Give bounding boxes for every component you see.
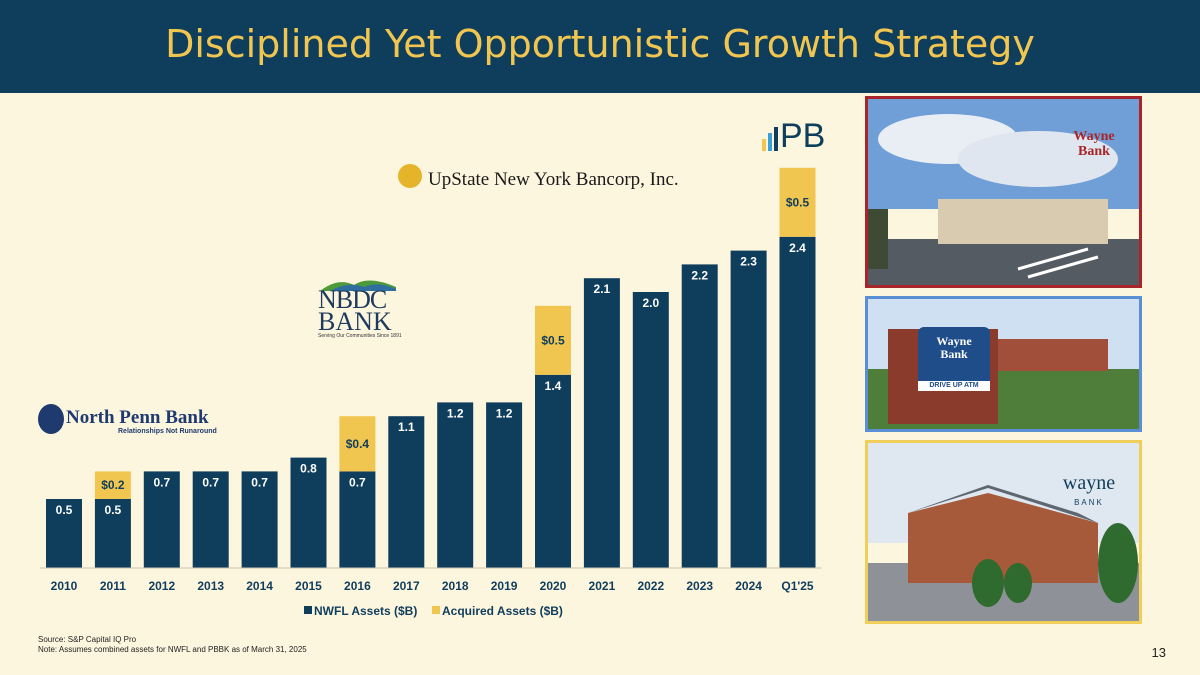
x-tick-label: 2015 [295, 579, 322, 593]
acquired-value-label: $0.5 [786, 195, 810, 209]
wayne-lower-sub: BANK [1074, 498, 1104, 507]
acquired-bar-2011 [94, 471, 131, 499]
branch-sign-scene [868, 299, 1139, 429]
acquired-bar-2020 [535, 305, 571, 375]
pb-bar-icon [768, 133, 772, 151]
nwfl-value-label: 1.2 [447, 406, 464, 420]
wayne-logo-gold: wayne BANK [1049, 473, 1129, 513]
nwfl-bar-2019 [486, 402, 523, 568]
source-note: Source: S&P Capital IQ Pro [38, 635, 137, 644]
pb-logo: PB [762, 119, 826, 153]
wayne-bank-logo: Wayne Bank [1059, 129, 1129, 159]
acquired-value-label: $0.5 [541, 333, 565, 347]
nbdc-tagline: Serving Our Communities Since 1891 [318, 333, 402, 339]
pb-bar-icon [774, 127, 778, 151]
nwfl-value-label: 0.7 [202, 475, 219, 489]
x-tick-label: Q1'25 [781, 579, 814, 593]
nwfl-value-label: 0.5 [105, 503, 122, 517]
sign-line2: Bank [940, 347, 968, 361]
page-number: 13 [1151, 645, 1166, 660]
nbdc-bank-logo: NBDC BANK Serving Our Communities Since … [318, 275, 402, 345]
acquired-bar-2016 [339, 416, 376, 472]
drive-up-atm-label: DRIVE UP ATM [918, 381, 990, 391]
nwfl-value-label: 1.1 [398, 420, 415, 434]
nwfl-bar-2021 [583, 278, 620, 568]
wayne-bank-branch-photo: wayne BANK [865, 440, 1142, 624]
x-tick-label: 2011 [100, 579, 126, 593]
legend-swatch [304, 606, 312, 614]
nwfl-bar-2010 [46, 499, 82, 568]
x-tick-label: 2012 [148, 579, 175, 593]
nwfl-value-label: 2.4 [789, 241, 806, 255]
legend-label: NWFL Assets ($B) [314, 604, 417, 618]
upstate-logo: UpState New York Bancorp, Inc. [398, 163, 718, 193]
x-tick-label: 2019 [491, 579, 518, 593]
nwfl-bar-2022 [632, 292, 669, 568]
nwfl-value-label: 2.3 [740, 255, 757, 269]
nwfl-bar-2018 [437, 402, 474, 568]
nwfl-bar-2017 [388, 416, 425, 568]
nwfl-value-label: 2.1 [594, 282, 611, 296]
wayne-bank-branch-sign-photo: Wayne Bank DRIVE UP ATM [865, 296, 1142, 432]
nwfl-value-label: 1.4 [545, 379, 562, 393]
north-penn-name: North Penn Bank [66, 407, 209, 428]
nwfl-value-label: 1.2 [496, 406, 513, 420]
nwfl-bar-2011 [94, 499, 131, 568]
x-tick-label: 2010 [51, 579, 78, 593]
x-tick-label: 2024 [735, 579, 762, 593]
nwfl-value-label: 0.7 [251, 475, 268, 489]
nwfl-value-label: 0.7 [153, 475, 170, 489]
nwfl-bar-2023 [681, 264, 718, 568]
x-tick-label: 2023 [686, 579, 713, 593]
wayne-logo-line1: Wayne [1073, 129, 1115, 144]
x-tick-label: 2022 [637, 579, 664, 593]
nwfl-bar-2020 [535, 374, 571, 568]
branch-scene [868, 443, 1139, 621]
assumption-note: Note: Assumes combined assets for NWFL a… [38, 645, 307, 654]
sign-line1: Wayne [936, 334, 972, 348]
nbdc-line1: NBDC [318, 285, 387, 314]
upstate-name: UpState New York Bancorp, Inc. [428, 169, 679, 190]
x-tick-label: 2021 [589, 579, 616, 593]
x-tick-label: 2020 [540, 579, 567, 593]
nwfl-bar-Q1'25 [779, 236, 816, 569]
acquired-bar-Q1'25 [779, 167, 816, 237]
hills-icon [320, 280, 396, 291]
x-tick-label: 2018 [442, 579, 469, 593]
wayne-logo-line2: Bank [1078, 144, 1110, 159]
acquired-value-label: $0.4 [346, 437, 370, 451]
nwfl-value-label: 0.5 [56, 503, 73, 517]
nwfl-bar-2024 [730, 250, 767, 568]
wayne-bank-main-office-photo: Wayne Bank [865, 96, 1142, 288]
nwfl-bar-2014 [241, 471, 278, 568]
acquired-value-label: $0.2 [101, 478, 125, 492]
north-penn-tagline: Relationships Not Runaround [118, 428, 217, 435]
north-penn-mark-icon [38, 404, 64, 434]
x-tick-label: 2014 [246, 579, 273, 593]
legend-label: Acquired Assets ($B) [442, 604, 563, 618]
nwfl-value-label: 2.2 [691, 268, 708, 282]
nwfl-bar-2013 [192, 471, 229, 568]
pb-text: PB [780, 117, 826, 155]
nwfl-value-label: 0.8 [300, 462, 317, 476]
header-bar [0, 0, 1200, 93]
north-penn-bank-logo: North Penn Bank Relationships Not Runaro… [38, 404, 218, 438]
x-tick-label: 2017 [393, 579, 420, 593]
sun-icon [398, 164, 422, 188]
nwfl-value-label: 0.7 [349, 475, 366, 489]
nwfl-bar-2012 [143, 471, 180, 568]
x-tick-label: 2013 [197, 579, 224, 593]
nwfl-bar-2016 [339, 471, 376, 568]
x-tick-label: 2016 [344, 579, 371, 593]
nwfl-value-label: 2.0 [642, 296, 659, 310]
nbdc-line2: BANK [318, 307, 392, 336]
nwfl-bar-2015 [290, 457, 327, 568]
main-office-scene [868, 99, 1139, 285]
legend-swatch [432, 606, 440, 614]
page-title: Disciplined Yet Opportunistic Growth Str… [165, 22, 1035, 66]
wayne-bank-sign: Wayne Bank DRIVE UP ATM [918, 327, 990, 391]
wayne-lower-logo: wayne [1062, 472, 1116, 494]
pb-bar-icon [762, 139, 766, 151]
asset-growth-chart: 0.5 2010 0.5 $0.2 2011 0.7 2012 0.7 2013 0.7 2014 0… [40, 167, 822, 618]
